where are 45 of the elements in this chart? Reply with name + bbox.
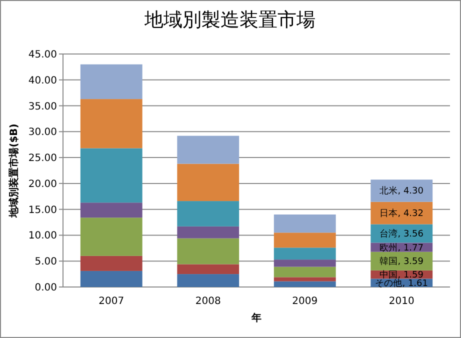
bar xyxy=(177,201,240,226)
y-tick-label: 20.00 xyxy=(28,178,57,190)
y-tick-label: 35.00 xyxy=(28,101,57,112)
x-axis-title: 年 xyxy=(250,312,262,324)
x-tick-label: 2007 xyxy=(98,296,124,307)
bar xyxy=(80,256,142,271)
y-tick-label: 0.00 xyxy=(34,282,57,294)
y-tick-label: 10.00 xyxy=(28,230,57,242)
bar xyxy=(274,248,336,260)
y-tick-label: 15.00 xyxy=(28,204,57,216)
y-tick-label: 30.00 xyxy=(28,127,57,138)
x-tick-label: 2010 xyxy=(388,296,414,307)
data-label: 韓国, 3.59 xyxy=(380,256,424,268)
bar xyxy=(274,260,336,267)
data-label: その他, 1.61 xyxy=(375,278,428,289)
bar xyxy=(80,64,142,100)
bar xyxy=(177,274,240,287)
y-tick-label: 5.00 xyxy=(34,256,57,268)
bar xyxy=(274,277,336,282)
bar xyxy=(370,180,433,202)
bar xyxy=(80,99,142,148)
bar xyxy=(274,214,336,233)
y-tick-label: 40.00 xyxy=(28,75,57,86)
bar xyxy=(80,218,142,256)
x-tick-label: 2008 xyxy=(195,296,221,307)
bar xyxy=(80,270,142,287)
bar xyxy=(274,266,336,278)
data-label: 台湾, 3.56 xyxy=(380,228,424,240)
x-tick-label: 2009 xyxy=(292,296,318,307)
bar xyxy=(177,226,240,238)
bar xyxy=(274,232,336,248)
data-label: 日本, 4.32 xyxy=(380,208,424,220)
bar xyxy=(177,238,240,264)
y-tick-label: 25.00 xyxy=(28,153,57,164)
bar xyxy=(80,202,142,218)
y-tick-label: 45.00 xyxy=(28,50,57,60)
data-label: 北米, 4.30 xyxy=(380,186,424,197)
y-axis-title: 地域別装置市場($B) xyxy=(8,124,20,218)
bar xyxy=(80,148,142,203)
chart-title: 地域別製造装置市場 xyxy=(144,9,316,31)
bar xyxy=(177,264,240,274)
bar xyxy=(177,164,240,202)
data-label: 欧州, 1.77 xyxy=(380,242,424,254)
bar xyxy=(274,281,336,287)
bar xyxy=(177,136,240,164)
